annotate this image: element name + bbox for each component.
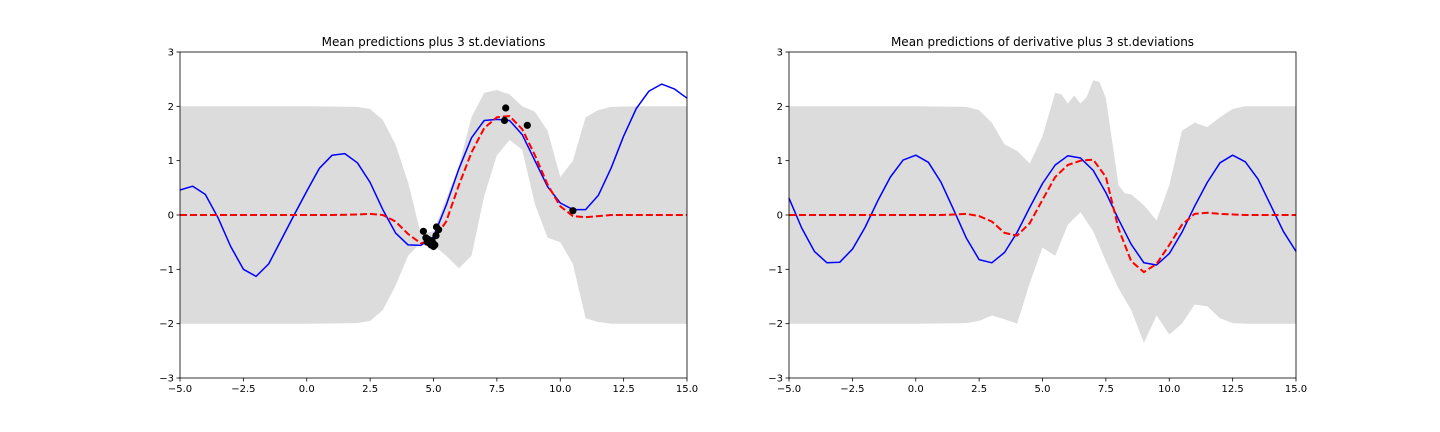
true-function-line xyxy=(788,154,1297,266)
observation-point xyxy=(431,241,439,249)
left-chart: −5.0 −2.5 0.0 2.5 5.0 7.5 10.0 12.5 15.0 −3 −2 −1 0 1… xyxy=(159,35,698,395)
observation-point xyxy=(435,226,443,234)
y-tick-label: 2 xyxy=(777,102,783,113)
x-tick-label: 10.0 xyxy=(1158,384,1180,395)
y-tick-label: −1 xyxy=(768,265,783,276)
right-chart: −5.0 −2.5 0.0 2.5 5.0 7.5 10.0 12.5 15.0 −3 −2 −1 0 1… xyxy=(768,35,1307,395)
x-tick-label: −5.0 xyxy=(168,384,192,395)
x-tick-label: −2.5 xyxy=(840,384,864,395)
x-tick-label: 5.0 xyxy=(1035,384,1051,395)
x-tick-label: −5.0 xyxy=(777,384,801,395)
observation-point xyxy=(432,232,440,240)
x-tick-label: 5.0 xyxy=(426,384,442,395)
confidence-band xyxy=(180,90,687,324)
y-tick-label: 1 xyxy=(168,156,174,167)
y-tick-label: 1 xyxy=(777,156,783,167)
observation-point xyxy=(502,104,510,112)
y-tick-label: 0 xyxy=(777,211,783,222)
observation-point xyxy=(500,116,509,125)
x-tick-label: −2.5 xyxy=(231,384,255,395)
left-chart-title: Mean predictions plus 3 st.deviations xyxy=(322,35,546,49)
y-tick-label: −1 xyxy=(159,265,174,276)
observation-point xyxy=(523,121,531,129)
y-tick-label: −3 xyxy=(768,374,783,385)
observation-point xyxy=(419,227,427,235)
x-tick-label: 2.5 xyxy=(971,384,987,395)
right-chart-title: Mean predictions of derivative plus 3 st… xyxy=(891,35,1194,49)
y-tick-label: 0 xyxy=(168,211,174,222)
x-tick-label: 7.5 xyxy=(1098,384,1114,395)
x-tick-label: 7.5 xyxy=(489,384,505,395)
x-tick-label: 0.0 xyxy=(908,384,924,395)
y-tick-label: 3 xyxy=(777,48,783,59)
y-tick-label: 2 xyxy=(168,102,174,113)
x-tick-label: 0.0 xyxy=(299,384,315,395)
x-tick-label: 10.0 xyxy=(549,384,571,395)
y-tick-label: −2 xyxy=(768,319,783,330)
y-tick-label: −3 xyxy=(159,374,174,385)
x-tick-label: 12.5 xyxy=(612,384,634,395)
confidence-band xyxy=(789,80,1296,343)
x-tick-label: 15.0 xyxy=(676,384,698,395)
mean-prediction-line xyxy=(180,115,687,245)
x-tick-label: 15.0 xyxy=(1285,384,1307,395)
y-tick-label: −2 xyxy=(159,319,174,330)
x-tick-label: 2.5 xyxy=(362,384,378,395)
mean-prediction-line xyxy=(789,158,1296,274)
x-tick-label: 12.5 xyxy=(1221,384,1243,395)
y-tick-label: 3 xyxy=(168,48,174,59)
observation-point xyxy=(569,207,577,215)
